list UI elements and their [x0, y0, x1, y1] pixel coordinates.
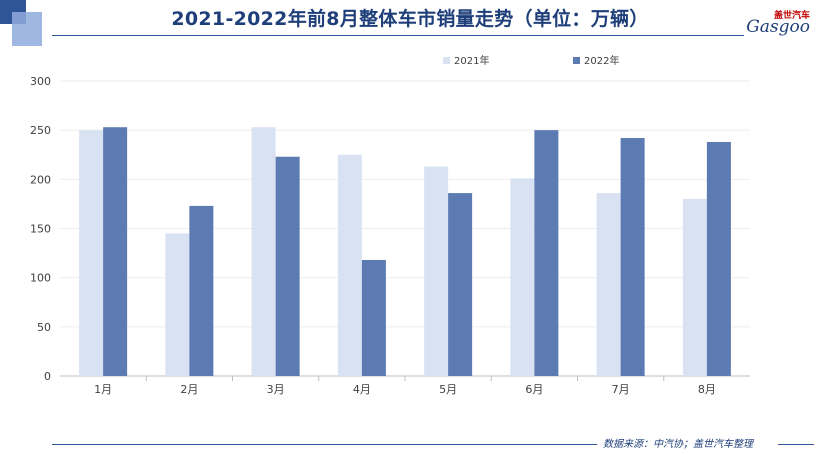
x-tick-label: 2月 — [180, 383, 198, 396]
footer-divider-left — [52, 444, 597, 445]
x-tick-label: 1月 — [94, 383, 112, 396]
y-tick-label: 250 — [30, 124, 51, 137]
title-divider — [52, 35, 744, 36]
bar-2021 — [337, 154, 362, 376]
legend-swatch — [573, 57, 580, 64]
bar-2021 — [510, 178, 535, 376]
logo-english-text: Gasgoo — [746, 17, 810, 37]
logo-chinese-text: 盖世汽车 — [773, 11, 810, 21]
legend-label: 2021年 — [454, 54, 489, 67]
y-tick-label: 150 — [30, 223, 51, 236]
x-tick-label: 8月 — [698, 383, 716, 396]
bar-2022 — [620, 138, 645, 376]
x-tick-label: 3月 — [267, 383, 285, 396]
x-tick-label: 7月 — [612, 383, 630, 396]
legend-swatch — [443, 57, 450, 64]
corner-decoration-light — [12, 12, 42, 46]
bar-2021 — [682, 199, 707, 376]
x-tick-label: 5月 — [439, 383, 457, 396]
bar-2021 — [79, 130, 104, 376]
data-source-note: 数据来源：中汽协；盖世汽车整理 — [603, 439, 753, 450]
bar-2021 — [424, 166, 449, 376]
y-tick-label: 100 — [30, 272, 51, 285]
gasgoo-logo: 盖世汽车 Gasgoo — [738, 8, 810, 44]
bar-2021 — [251, 127, 276, 376]
y-tick-label: 200 — [30, 173, 51, 186]
bar-2022 — [189, 205, 214, 376]
x-tick-label: 4月 — [353, 383, 371, 396]
bar-2022 — [361, 259, 386, 376]
bar-2021 — [165, 233, 190, 376]
bar-2022 — [534, 130, 559, 376]
bar-2022 — [275, 156, 300, 376]
bar-2022 — [448, 193, 473, 376]
y-tick-label: 300 — [30, 75, 51, 88]
footer-divider-right — [778, 444, 814, 445]
y-tick-label: 50 — [37, 321, 51, 334]
y-tick-label: 0 — [44, 370, 51, 383]
bar-2022 — [103, 127, 128, 376]
bar-2021 — [596, 193, 621, 376]
legend-label: 2022年 — [584, 54, 619, 67]
x-tick-label: 6月 — [525, 383, 543, 396]
bar-2022 — [706, 141, 731, 376]
page-title: 2021-2022年前8月整体车市销量走势（单位：万辆） — [171, 8, 649, 30]
